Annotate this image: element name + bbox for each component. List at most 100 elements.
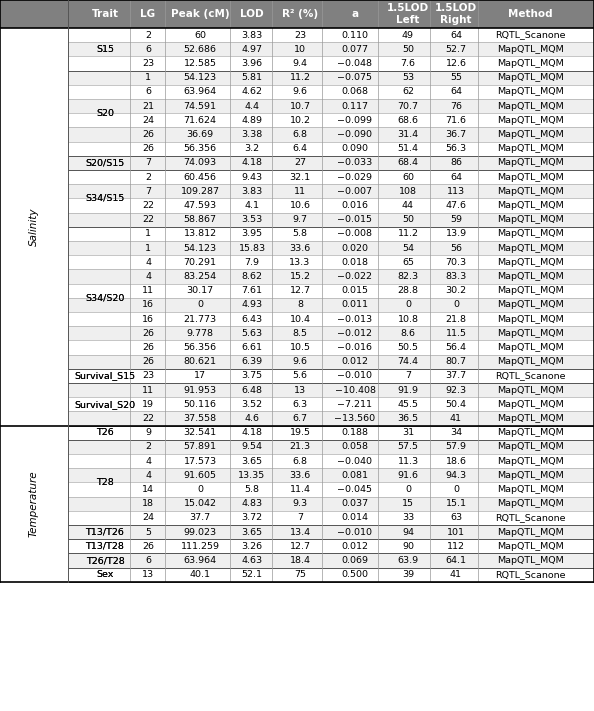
Text: MapQTL_MQM: MapQTL_MQM	[497, 59, 563, 68]
Text: 99.023: 99.023	[184, 528, 217, 537]
Text: 15.83: 15.83	[238, 244, 266, 252]
Text: 50: 50	[402, 45, 414, 54]
Bar	[68, 241, 130, 255]
Text: MapQTL_MQM: MapQTL_MQM	[497, 343, 563, 352]
Text: MapQTL_MQM: MapQTL_MQM	[497, 301, 563, 309]
Text: 59: 59	[450, 215, 462, 224]
Text: 3.83: 3.83	[241, 187, 263, 196]
Bar	[130, 70, 594, 85]
Bar	[68, 127, 130, 141]
Text: −0.015: −0.015	[337, 215, 372, 224]
Text: 58.867: 58.867	[184, 215, 216, 224]
Bar	[68, 341, 130, 355]
Text: 3.65: 3.65	[241, 456, 263, 466]
Text: MapQTL_MQM: MapQTL_MQM	[497, 130, 563, 139]
Text: 4.1: 4.1	[245, 201, 260, 210]
Text: 62: 62	[402, 87, 414, 97]
Text: T13/T26: T13/T26	[86, 528, 124, 537]
Text: 1.5LOD
Right: 1.5LOD Right	[435, 4, 477, 25]
Bar	[130, 454, 594, 469]
Text: 9.43: 9.43	[241, 173, 263, 181]
Text: 74.591: 74.591	[184, 102, 216, 111]
Text: LG: LG	[140, 9, 156, 19]
Text: 11.4: 11.4	[289, 485, 311, 494]
Text: 10.4: 10.4	[289, 314, 311, 324]
Text: 4: 4	[145, 272, 151, 281]
Text: T13/T26: T13/T26	[86, 528, 124, 537]
Bar	[130, 227, 594, 241]
Text: 40.1: 40.1	[189, 570, 210, 579]
Text: 17.573: 17.573	[184, 456, 217, 466]
Text: 82.3: 82.3	[397, 272, 419, 281]
Text: Peak (cM): Peak (cM)	[170, 9, 229, 19]
Text: 39: 39	[402, 570, 414, 579]
Text: 3.53: 3.53	[241, 215, 263, 224]
Text: 50.116: 50.116	[184, 400, 216, 409]
Text: 26: 26	[142, 542, 154, 551]
Text: 33.6: 33.6	[289, 244, 311, 252]
Bar	[68, 70, 130, 156]
Text: 16: 16	[142, 314, 154, 324]
Text: 6.8: 6.8	[292, 456, 308, 466]
Text: 64.1: 64.1	[446, 556, 466, 565]
Text: 5: 5	[145, 528, 151, 537]
Text: 31.4: 31.4	[397, 130, 419, 139]
Text: 9: 9	[145, 428, 151, 437]
Text: 56.3: 56.3	[446, 144, 466, 153]
Text: 56.4: 56.4	[446, 343, 466, 352]
Text: MapQTL_MQM: MapQTL_MQM	[497, 456, 563, 466]
Text: 23: 23	[294, 31, 306, 40]
Text: 16: 16	[142, 301, 154, 309]
Text: 22: 22	[142, 215, 154, 224]
Text: S34/S20: S34/S20	[86, 294, 125, 302]
Text: MapQTL_MQM: MapQTL_MQM	[497, 400, 563, 409]
Bar	[68, 284, 130, 298]
Text: 6.4: 6.4	[292, 144, 308, 153]
Text: 12.585: 12.585	[184, 59, 216, 68]
Text: 0.069: 0.069	[342, 556, 368, 565]
Text: −7.211: −7.211	[337, 400, 372, 409]
Text: −0.075: −0.075	[337, 73, 372, 82]
Text: MapQTL_MQM: MapQTL_MQM	[497, 414, 563, 423]
Text: −0.022: −0.022	[337, 272, 372, 281]
Text: Salinity: Salinity	[29, 208, 39, 246]
Text: 49: 49	[402, 31, 414, 40]
Bar	[68, 170, 130, 184]
Text: 15.042: 15.042	[184, 499, 216, 508]
Text: 54: 54	[402, 244, 414, 252]
Bar	[68, 170, 130, 227]
Text: T26/T28: T26/T28	[86, 556, 124, 565]
Text: 11.2: 11.2	[397, 230, 419, 238]
Text: −10.408: −10.408	[334, 385, 375, 395]
Bar	[68, 56, 130, 70]
Text: Survival_S15: Survival_S15	[74, 371, 135, 380]
Bar	[68, 525, 130, 539]
Text: MapQTL_MQM: MapQTL_MQM	[497, 442, 563, 451]
Bar	[68, 255, 130, 269]
Text: 9.6: 9.6	[292, 87, 308, 97]
Text: Temperature: Temperature	[29, 471, 39, 537]
Text: RQTL_Scanone: RQTL_Scanone	[495, 371, 565, 380]
Text: 56: 56	[450, 244, 462, 252]
Text: MapQTL_MQM: MapQTL_MQM	[497, 328, 563, 338]
Text: 74.4: 74.4	[397, 357, 419, 366]
Text: 86: 86	[450, 159, 462, 167]
Bar	[68, 269, 130, 284]
Text: 21.3: 21.3	[289, 442, 311, 451]
Text: 1.5LOD
Left: 1.5LOD Left	[387, 4, 429, 25]
Text: 28.8: 28.8	[397, 287, 419, 295]
Text: 51.4: 51.4	[397, 144, 419, 153]
Text: 112: 112	[447, 542, 465, 551]
Bar	[68, 227, 130, 241]
Text: MapQTL_MQM: MapQTL_MQM	[497, 244, 563, 252]
Text: 11: 11	[142, 287, 154, 295]
Text: 68.4: 68.4	[397, 159, 419, 167]
Text: 11.5: 11.5	[446, 328, 466, 338]
Text: 0: 0	[405, 485, 411, 494]
Text: 94: 94	[402, 528, 414, 537]
Text: 3.65: 3.65	[241, 528, 263, 537]
Text: 0.011: 0.011	[342, 301, 368, 309]
Text: 11: 11	[294, 187, 306, 196]
Text: 56.356: 56.356	[184, 343, 217, 352]
Text: 12.7: 12.7	[289, 287, 311, 295]
